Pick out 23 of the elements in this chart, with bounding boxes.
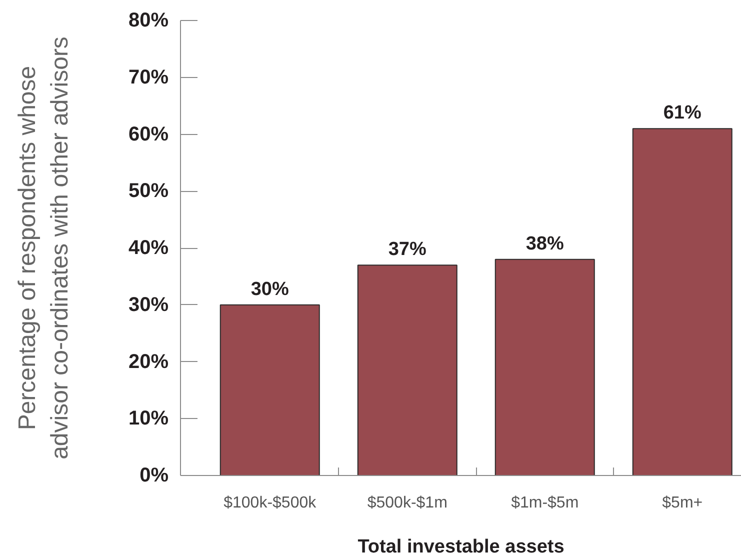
y-axis-title: Percentage of respondents whose advisor co-ordinates with other advisors xyxy=(14,36,74,460)
y-tick-label: 20% xyxy=(128,350,169,373)
y-tick-label: 40% xyxy=(128,237,169,259)
data-label: 37% xyxy=(388,239,426,260)
y-tick-label: 50% xyxy=(128,180,169,202)
x-tick-label: $100k-$500k xyxy=(224,494,318,512)
x-axis-title: Total investable assets xyxy=(358,536,564,558)
y-tick-label: 10% xyxy=(128,408,169,430)
bar xyxy=(220,304,320,476)
data-label: 38% xyxy=(526,233,564,254)
y-tick-label: 60% xyxy=(128,123,169,146)
y-tick-label: 80% xyxy=(128,10,169,32)
data-label: 61% xyxy=(663,102,702,124)
y-tick-label: 70% xyxy=(128,66,169,88)
bar xyxy=(632,128,732,476)
data-label: 30% xyxy=(250,278,289,300)
bar xyxy=(494,258,595,476)
y-tick-label: 0% xyxy=(140,464,169,486)
bar xyxy=(357,264,458,476)
x-tick-label: $500k-$1m xyxy=(367,494,448,512)
x-tick-label: $5m+ xyxy=(662,494,703,512)
x-tick-label: $1m-$5m xyxy=(511,494,579,512)
y-tick-label: 30% xyxy=(128,294,169,316)
